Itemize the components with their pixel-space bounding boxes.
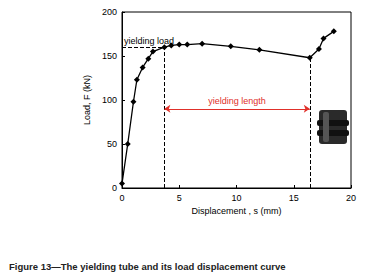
- svg-text:150: 150: [102, 51, 117, 61]
- svg-text:0: 0: [112, 183, 117, 193]
- svg-text:yielding length: yielding length: [208, 96, 266, 106]
- svg-text:100: 100: [102, 95, 117, 105]
- svg-text:50: 50: [107, 139, 117, 149]
- svg-text:yielding load: yielding load: [124, 36, 174, 46]
- svg-text:20: 20: [346, 193, 356, 203]
- svg-text:Load, F (kN): Load, F (kN): [82, 75, 92, 125]
- svg-text:5: 5: [177, 193, 182, 203]
- svg-text:Figure 13—The yielding tube an: Figure 13—The yielding tube and its load…: [9, 261, 286, 272]
- svg-text:200: 200: [102, 7, 117, 17]
- svg-text:15: 15: [289, 193, 299, 203]
- svg-text:Displacement , s (mm): Displacement , s (mm): [191, 206, 281, 216]
- svg-text:10: 10: [231, 193, 241, 203]
- svg-text:0: 0: [119, 193, 124, 203]
